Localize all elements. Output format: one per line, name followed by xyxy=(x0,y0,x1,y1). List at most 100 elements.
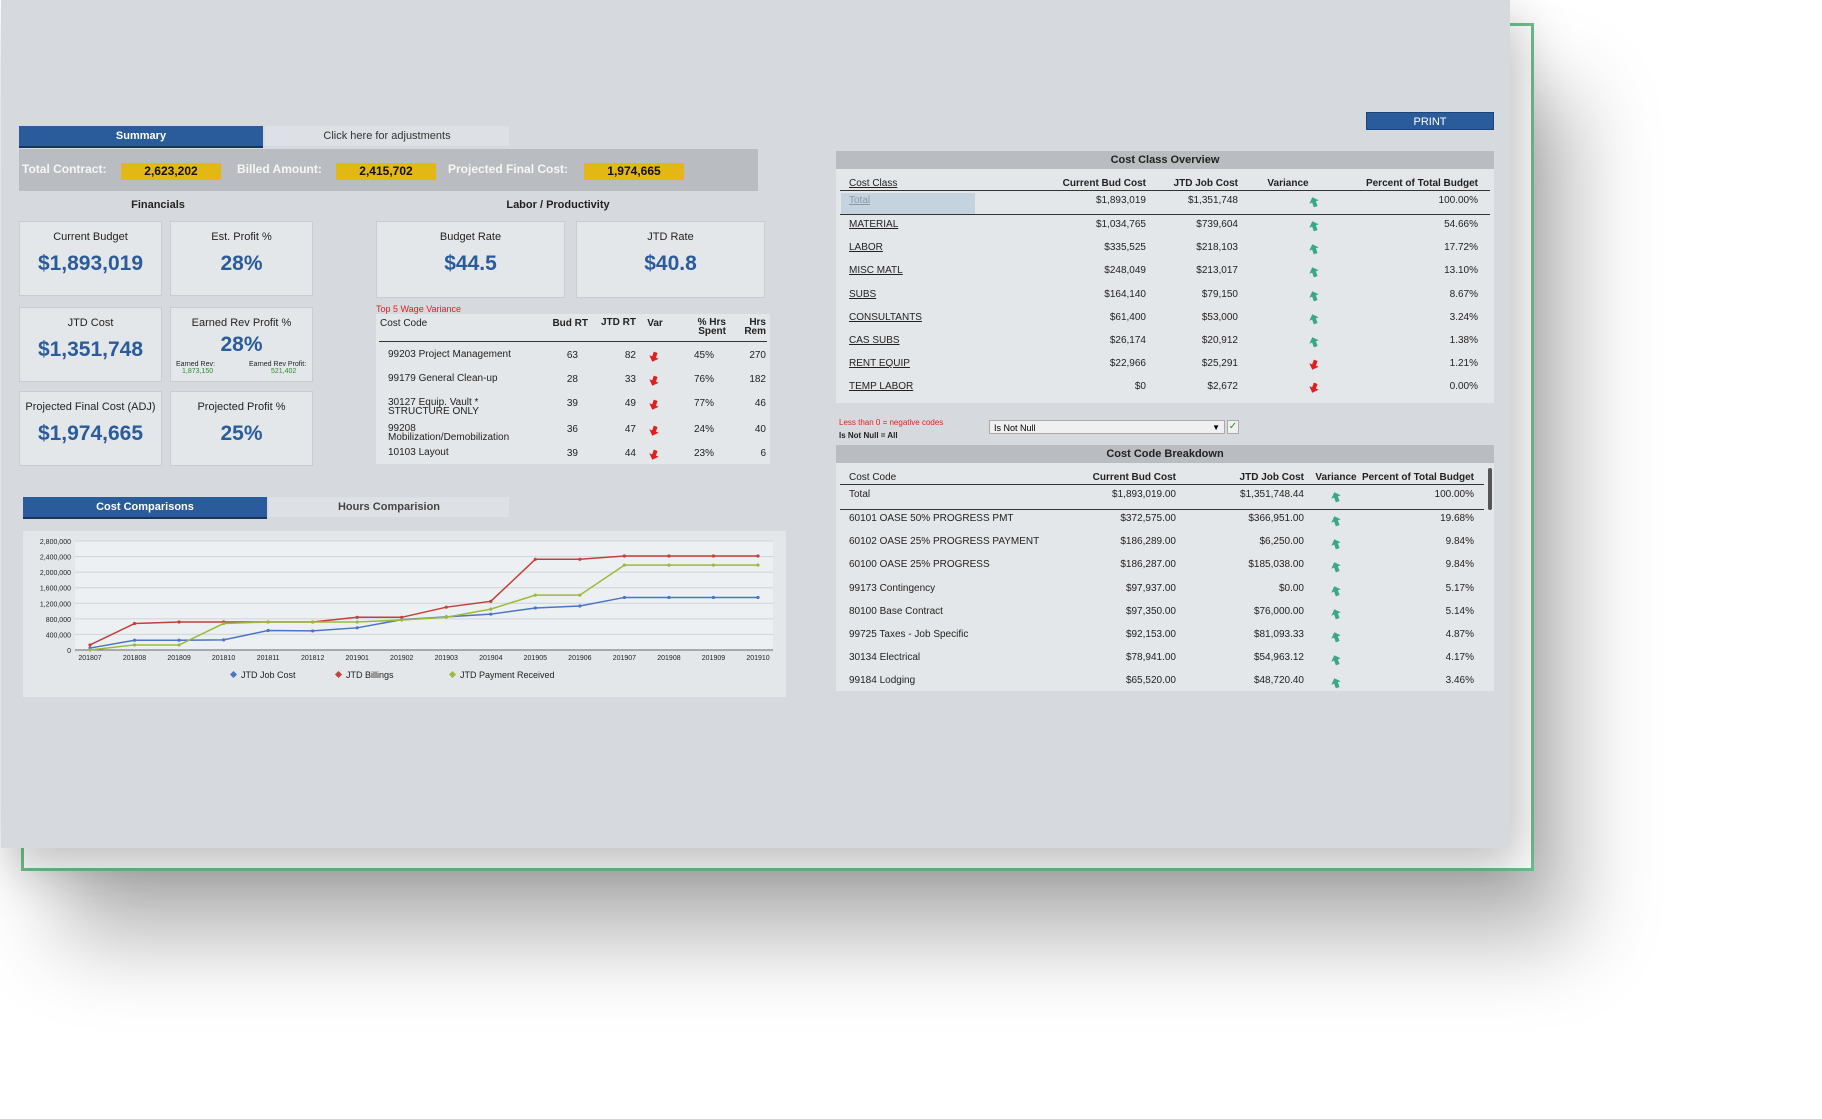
col-jtd-rt: JTD RT xyxy=(601,317,636,328)
cost-class-bud: $22,966 xyxy=(1109,358,1146,370)
wage-row-bud: 39 xyxy=(566,398,578,409)
filter-select[interactable]: Is Not Null ▼ xyxy=(989,420,1225,434)
x-tick-label: 201905 xyxy=(524,655,547,662)
cost-code-bud: $186,289.00 xyxy=(1120,536,1176,548)
up-arrow-icon xyxy=(1330,538,1342,553)
cost-code-row[interactable]: 30134 Electrical $78,941.00 $54,963.12 4.17… xyxy=(836,652,1494,668)
col-hrs-rem: Hrs Rem xyxy=(744,317,766,337)
up-arrow-icon xyxy=(1330,491,1342,506)
data-point xyxy=(355,626,359,630)
cost-code-table: Cost Code Current Bud Cost JTD Job Cost … xyxy=(836,463,1494,691)
data-point xyxy=(88,643,92,647)
x-tick-label: 201809 xyxy=(167,655,190,662)
tab-hours-comparison[interactable]: Hours Comparision xyxy=(269,497,509,517)
wage-row-bud: 28 xyxy=(566,374,578,385)
wage-row-code: 99179 General Clean-up xyxy=(388,373,498,384)
data-point xyxy=(489,612,493,616)
ccb-col-pct: Percent of Total Budget xyxy=(1361,472,1474,483)
cost-code-jtd: $0.00 xyxy=(1278,582,1304,594)
y-tick-label: 400,000 xyxy=(46,632,71,639)
x-tick-label: 201902 xyxy=(390,655,413,662)
ccb-scrollbar[interactable] xyxy=(1488,468,1492,510)
cost-code-row[interactable]: 60101 OASE 50% PROGRESS PMT $372,575.00 $3… xyxy=(836,513,1494,529)
cost-code-pct: 4.17% xyxy=(1445,652,1474,664)
cost-class-row[interactable]: RENT EQUIP $22,966 $25,291 1.21% xyxy=(836,358,1494,374)
y-tick-label: 0 xyxy=(67,648,71,655)
cost-class-name[interactable]: CAS SUBS xyxy=(849,335,900,346)
cost-class-row[interactable]: TEMP LABOR $0 $2,672 0.00% xyxy=(836,381,1494,397)
jtd-cost-value: $1,351,748 xyxy=(37,338,144,361)
cost-class-pct: 0.00% xyxy=(1449,381,1478,393)
apply-filter-check-icon[interactable]: ✓ xyxy=(1227,420,1239,434)
cost-class-row[interactable]: SUBS $164,140 $79,150 8.67% xyxy=(836,289,1494,305)
cost-class-pct: 1.38% xyxy=(1449,335,1478,346)
x-tick-label: 201811 xyxy=(257,655,280,662)
cost-class-row[interactable]: CONSULTANTS $61,400 $53,000 3.24% xyxy=(836,312,1494,328)
cost-class-row[interactable]: LABOR $335,525 $218,103 17.72% xyxy=(836,242,1494,258)
cost-code-jtd: $81,093.33 xyxy=(1253,629,1304,640)
cost-class-pct: 100.00% xyxy=(1438,195,1478,206)
cost-code-pct: 100.00% xyxy=(1434,489,1474,500)
up-arrow-icon xyxy=(1308,243,1320,258)
data-point xyxy=(667,554,671,558)
data-point xyxy=(132,638,137,642)
wage-row-code: 10103 Layout xyxy=(388,447,449,458)
cost-class-name[interactable]: SUBS xyxy=(849,288,877,300)
series-line xyxy=(89,555,758,646)
cost-code-row[interactable]: 60102 OASE 25% PROGRESS PAYMENT $186,289.… xyxy=(836,536,1494,552)
cost-class-name[interactable]: CONSULTANTS xyxy=(849,311,922,323)
cost-class-name[interactable]: MISC MATL xyxy=(849,265,903,277)
wage-row: 10103 Layout 39 44 23% 6 xyxy=(376,448,770,468)
cost-class-name[interactable]: LABOR xyxy=(849,242,883,254)
cost-class-jtd: $213,017 xyxy=(1196,265,1238,277)
cost-class-name[interactable]: RENT EQUIP xyxy=(849,358,910,370)
y-tick-label: 1,200,000 xyxy=(40,601,71,608)
est-profit-value: 28% xyxy=(220,252,263,275)
jtd-rate-label: JTD Rate xyxy=(647,231,694,243)
wage-row-bud: 63 xyxy=(566,350,578,361)
cost-class-name[interactable]: MATERIAL xyxy=(849,219,899,230)
cost-code-pct: 5.14% xyxy=(1445,605,1474,617)
cost-code-jtd: $54,963.12 xyxy=(1253,652,1304,664)
cost-class-jtd: $20,912 xyxy=(1201,335,1238,346)
tab-summary[interactable]: Summary xyxy=(19,126,263,148)
cost-class-row[interactable]: MISC MATL $248,049 $213,017 13.10% xyxy=(836,265,1494,281)
cost-class-pct: 3.24% xyxy=(1449,311,1478,323)
cost-code-row[interactable]: 99173 Contingency $97,937.00 $0.00 5.17% xyxy=(836,583,1494,599)
cost-code-row[interactable]: 60100 OASE 25% PROGRESS $186,287.00 $185,0… xyxy=(836,559,1494,575)
cost-code-jtd: $185,038.00 xyxy=(1248,559,1304,571)
wage-row-spent: 45% xyxy=(693,350,714,361)
tab-cost-comparisons[interactable]: Cost Comparisons xyxy=(23,497,267,519)
cost-code-row[interactable]: 80100 Base Contract $97,350.00 $76,000.00 5… xyxy=(836,606,1494,622)
up-arrow-icon xyxy=(1308,196,1320,211)
cost-code-row[interactable]: 99184 Lodging $65,520.00 $48,720.40 3.46% xyxy=(836,675,1494,691)
cost-class-table: Cost Class Current Bud Cost JTD Job Cost… xyxy=(836,169,1494,403)
cost-class-name[interactable]: TEMP LABOR xyxy=(849,381,914,393)
est-profit-card: Est. Profit % 28% xyxy=(170,221,313,296)
wage-row-jtd: 49 xyxy=(624,398,636,409)
cost-code-name: Total xyxy=(849,489,871,500)
print-button[interactable]: PRINT xyxy=(1366,112,1494,130)
up-arrow-icon xyxy=(1330,515,1342,530)
projected-profit-label: Projected Profit % xyxy=(197,401,286,413)
cost-class-pct: 54.66% xyxy=(1444,219,1478,230)
cost-class-name[interactable]: Total xyxy=(849,195,871,206)
cost-class-row[interactable]: CAS SUBS $26,174 $20,912 1.38% xyxy=(836,335,1494,351)
legend-marker xyxy=(334,670,343,679)
data-point xyxy=(266,628,270,633)
data-point xyxy=(756,595,760,600)
cost-class-row[interactable]: MATERIAL $1,034,765 $739,604 54.66% xyxy=(836,219,1494,235)
x-tick-label: 201904 xyxy=(479,655,502,662)
current-budget-label: Current Budget xyxy=(53,231,128,243)
cost-class-pct: 8.67% xyxy=(1449,288,1478,300)
wage-row-code: 99208 Mobilization/Demobilization xyxy=(388,423,510,443)
cost-class-bud: $0 xyxy=(1134,381,1146,393)
up-arrow-icon xyxy=(1308,313,1320,328)
data-point xyxy=(711,595,716,600)
projected-profit-value: 25% xyxy=(220,422,263,445)
tab-adjustments[interactable]: Click here for adjustments xyxy=(265,126,509,146)
current-budget-card: Current Budget $1,893,019 xyxy=(19,221,162,296)
cost-code-row[interactable]: 99725 Taxes - Job Specific $92,153.00 $81,… xyxy=(836,629,1494,645)
cost-code-pct: 3.46% xyxy=(1445,675,1474,687)
cc-col-bud: Current Bud Cost xyxy=(1062,178,1146,189)
